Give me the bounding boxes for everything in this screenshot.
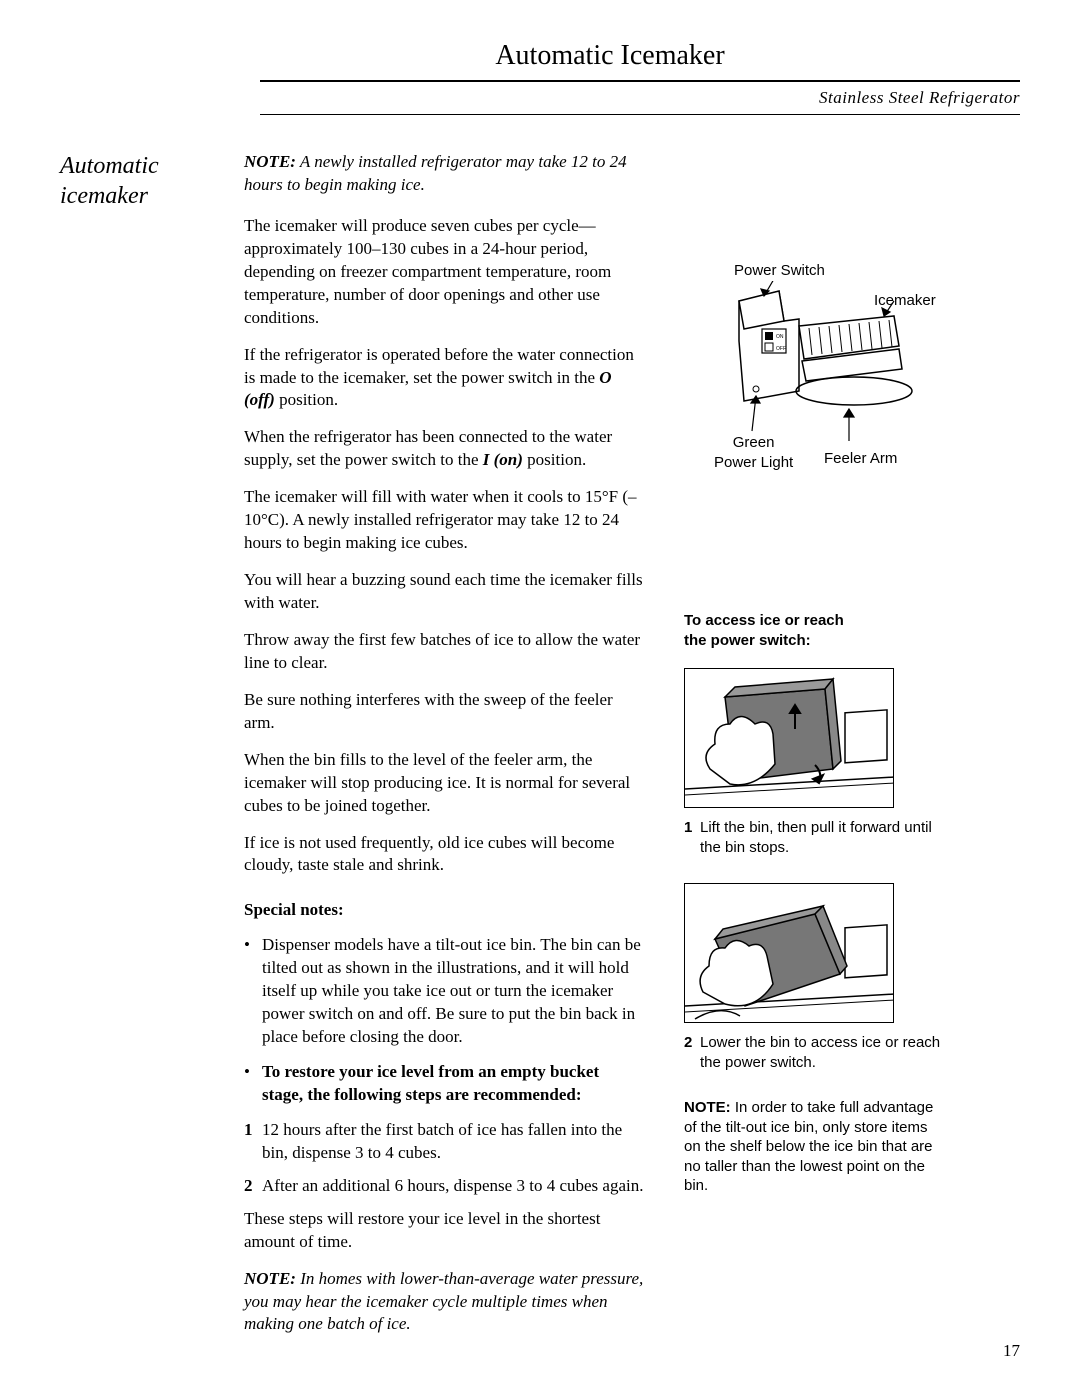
caption-1: 1 Lift the bin, then pull it forward unt… — [684, 818, 944, 857]
bullet-1: • Dispenser models have a tilt-out ice b… — [244, 934, 644, 1049]
caption-2-text: Lower the bin to access ice or reach the… — [700, 1033, 944, 1072]
svg-text:OFF: OFF — [776, 346, 786, 352]
right-column: Power Switch Icemaker Green Power Light … — [684, 151, 1020, 1350]
label-icemaker: Icemaker — [874, 291, 936, 311]
paragraph-10: These steps will restore your ice level … — [244, 1208, 644, 1254]
step-1: 1 12 hours after the first batch of ice … — [244, 1119, 644, 1165]
step-2-num: 2 — [244, 1175, 262, 1198]
paragraph-8: When the bin fills to the level of the f… — [244, 749, 644, 818]
paragraph-7: Be sure nothing interferes with the swee… — [244, 689, 644, 735]
sidebar: Automatic icemaker — [60, 151, 220, 1350]
rule-top — [260, 80, 1020, 82]
label-feeler-arm: Feeler Arm — [824, 449, 897, 469]
paragraph-1: The icemaker will produce seven cubes pe… — [244, 215, 644, 330]
paragraph-4: The icemaker will fill with water when i… — [244, 486, 644, 555]
p3-c: position. — [523, 450, 586, 469]
bottom-note-label: NOTE: — [244, 1269, 296, 1288]
left-column: NOTE: A newly installed refrigerator may… — [244, 151, 644, 1350]
illustration-1-svg — [685, 669, 894, 808]
sidebar-heading: Automatic icemaker — [60, 151, 220, 211]
label-green-power-light: Green Power Light — [714, 433, 793, 472]
label-green-l1: Green — [733, 434, 775, 451]
bullet-mark: • — [244, 1061, 262, 1107]
illustration-1 — [684, 668, 894, 808]
svg-text:ON: ON — [776, 334, 784, 340]
step-1-text: 12 hours after the first batch of ice ha… — [262, 1119, 644, 1165]
paragraph-9: If ice is not used frequently, old ice c… — [244, 832, 644, 878]
access-heading: To access ice or reach the power switch: — [684, 611, 1020, 650]
subtitle: Stainless Steel Refrigerator — [60, 88, 1020, 108]
final-note: NOTE: In order to take full advantage of… — [684, 1098, 944, 1196]
caption-1-num: 1 — [684, 818, 700, 857]
caption-1-text: Lift the bin, then pull it forward until… — [700, 818, 944, 857]
paragraph-5: You will hear a buzzing sound each time … — [244, 569, 644, 615]
page-number: 17 — [1003, 1341, 1020, 1361]
caption-2: 2 Lower the bin to access ice or reach t… — [684, 1033, 944, 1072]
step-2-text: After an additional 6 hours, dispense 3 … — [262, 1175, 643, 1198]
paragraph-3: When the refrigerator has been connected… — [244, 426, 644, 472]
paragraph-2: If the refrigerator is operated before t… — [244, 344, 644, 413]
paragraph-6: Throw away the first few batches of ice … — [244, 629, 644, 675]
icemaker-diagram: Power Switch Icemaker Green Power Light … — [684, 281, 1020, 441]
note-label: NOTE: — [244, 152, 296, 171]
bullet-mark: • — [244, 934, 262, 1049]
label-power-switch: Power Switch — [734, 261, 825, 281]
rule-sub — [260, 114, 1020, 115]
final-note-label: NOTE: — [684, 1099, 731, 1116]
illustration-2 — [684, 883, 894, 1023]
bullet-1-text: Dispenser models have a tilt-out ice bin… — [262, 934, 644, 1049]
p2-a: If the refrigerator is operated before t… — [244, 345, 634, 387]
illustration-2-svg — [685, 884, 894, 1023]
label-green-l2: Power Light — [714, 454, 793, 471]
bullet-2: • To restore your ice level from an empt… — [244, 1061, 644, 1107]
content-area: Automatic icemaker NOTE: A newly install… — [60, 151, 1020, 1350]
bullet-2-text: To restore your ice level from an empty … — [262, 1061, 644, 1107]
access-heading-l2: the power switch: — [684, 632, 811, 649]
note-text: A newly installed refrigerator may take … — [244, 152, 627, 194]
bottom-note-text: In homes with lower-than-average water p… — [244, 1269, 643, 1334]
sidebar-heading-line2: icemaker — [60, 183, 148, 209]
caption-2-num: 2 — [684, 1033, 700, 1072]
step-1-num: 1 — [244, 1119, 262, 1165]
bottom-note: NOTE: In homes with lower-than-average w… — [244, 1268, 644, 1337]
access-heading-l1: To access ice or reach — [684, 612, 844, 629]
main-columns: NOTE: A newly installed refrigerator may… — [244, 151, 1020, 1350]
special-notes-heading: Special notes: — [244, 899, 644, 922]
sidebar-heading-line1: Automatic — [60, 153, 159, 179]
page-title: Automatic Icemaker — [200, 40, 1020, 72]
p2-c: position. — [275, 390, 338, 409]
top-note: NOTE: A newly installed refrigerator may… — [244, 151, 644, 197]
step-2: 2 After an additional 6 hours, dispense … — [244, 1175, 644, 1198]
p3-b: I (on) — [483, 450, 523, 469]
